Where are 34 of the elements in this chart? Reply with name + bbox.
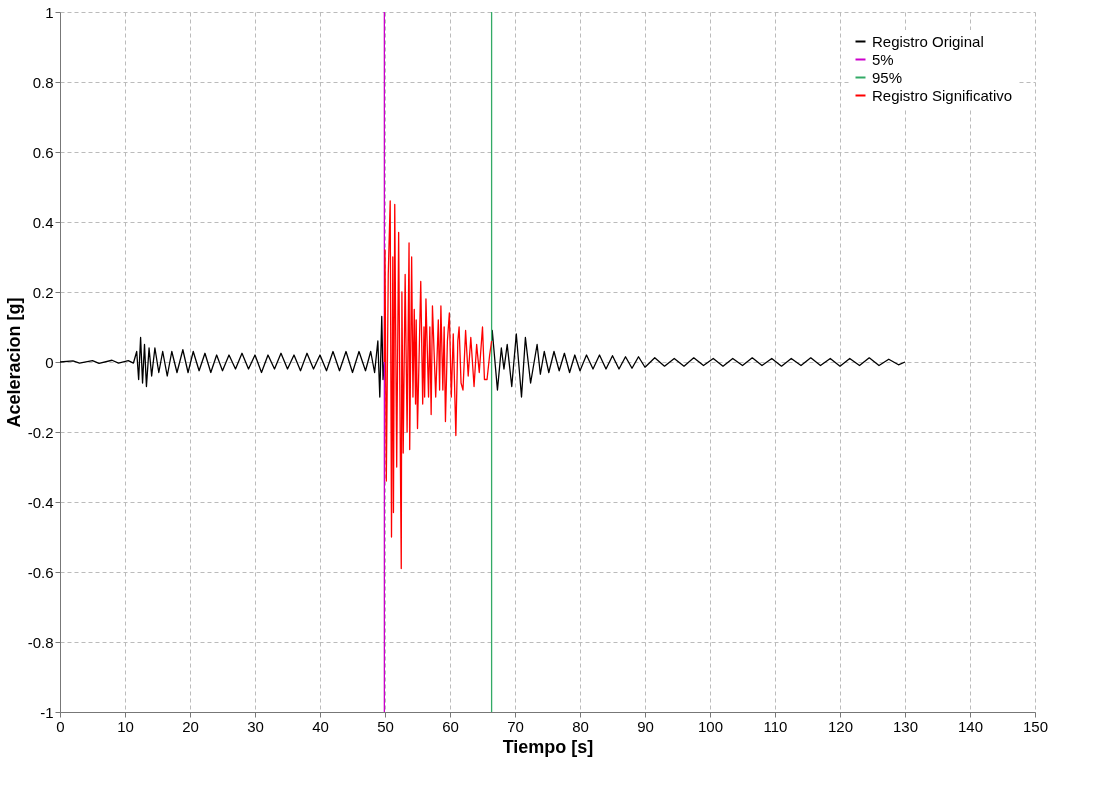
x-tick-label: 10	[117, 717, 134, 735]
y-tick-label: -1	[40, 703, 54, 721]
x-tick-label: 140	[957, 717, 984, 735]
y-tick-label: 0.6	[32, 143, 54, 161]
x-axis-title: Tiempo [s]	[502, 736, 594, 757]
legend-label: Registro Significativo	[872, 86, 1013, 104]
x-tick-label: 50	[377, 717, 394, 735]
y-tick-label: -0.6	[27, 563, 54, 581]
y-tick-label: -0.4	[27, 493, 54, 511]
legend-label: 5%	[872, 50, 894, 68]
x-tick-label: 40	[312, 717, 329, 735]
y-axis-title: Aceleracion [g]	[3, 297, 24, 428]
x-tick-label: 60	[442, 717, 459, 735]
line-series	[383, 200, 493, 570]
y-tick-label: 0.8	[32, 73, 54, 91]
x-tick-label: 130	[892, 717, 919, 735]
x-tick-label: 30	[247, 717, 264, 735]
y-tick-label: 0	[45, 353, 54, 371]
y-tick-label: -0.8	[27, 633, 54, 651]
x-tick-label: 110	[763, 717, 788, 735]
x-tick-label: 0	[56, 717, 65, 735]
x-tick-label: 150	[1022, 717, 1049, 735]
x-tick-label: 120	[827, 717, 854, 735]
y-tick-label: 0.4	[32, 213, 54, 231]
legend-label: Registro Original	[872, 32, 984, 50]
legend-label: 95%	[872, 68, 903, 86]
x-tick-label: 100	[697, 717, 724, 735]
y-tick-label: 1	[45, 3, 54, 21]
x-tick-label: 90	[637, 717, 654, 735]
x-tick-label: 70	[507, 717, 524, 735]
y-tick-label: 0.2	[32, 283, 54, 301]
x-tick-label: 80	[572, 717, 589, 735]
y-tick-label: -0.2	[27, 423, 54, 441]
x-tick-label: 20	[182, 717, 199, 735]
